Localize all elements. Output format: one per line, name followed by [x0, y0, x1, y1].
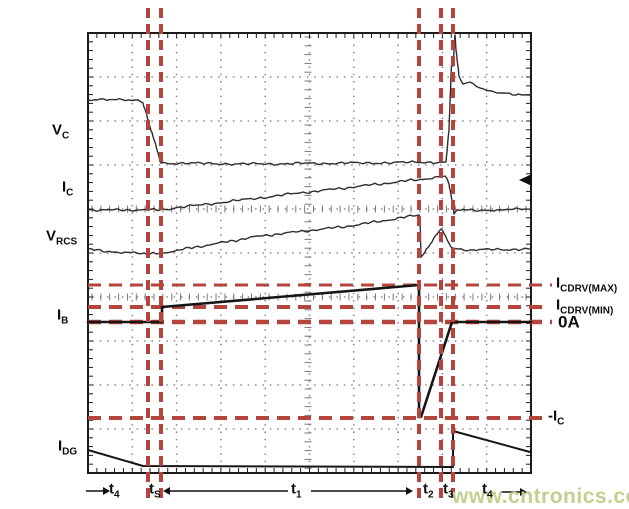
ref-label-neg-ic: -IC [548, 407, 565, 428]
trace-vrcs [87, 214, 532, 258]
trace-idg [87, 430, 531, 468]
trace-ic [87, 175, 532, 215]
interval-label-t4-right: t4 [482, 480, 493, 501]
horizontal-reference-lines [88, 283, 552, 420]
signal-label-vc: VC [52, 121, 70, 142]
signal-label-idg: IDG [58, 437, 78, 458]
vertical-reference-lines [146, 8, 455, 502]
time-interval-arrows [86, 487, 527, 496]
plot-border [87, 32, 532, 474]
signal-label-vrcs: VRCS [46, 227, 78, 248]
interval-label-ts: tS [149, 480, 161, 501]
interval-label-t1: t1 [291, 480, 302, 501]
signal-label-ib: IB [57, 306, 69, 327]
ref-label-zero-amps: 0A [558, 312, 580, 332]
interval-label-t4-left: t4 [109, 480, 120, 501]
watermark-text: www.cntronics.com [452, 485, 629, 508]
interval-label-t2: t2 [423, 480, 434, 501]
trigger-arrow-icon [519, 174, 532, 186]
signal-label-ic: IC [62, 178, 74, 199]
interval-label-t3: t3 [443, 480, 454, 501]
ref-label-icdrv-min: ICDRV(MIN) [556, 296, 614, 317]
ref-label-icdrv-max: ICDRV(MAX) [556, 274, 618, 295]
